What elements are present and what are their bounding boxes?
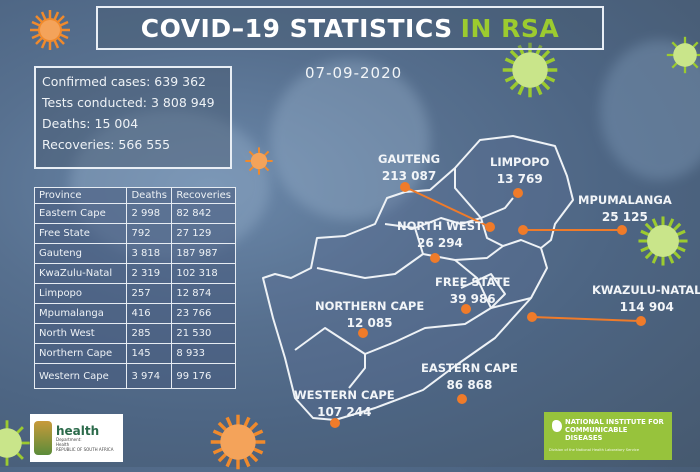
marker-gauteng-map [485,222,495,232]
nicd-logo: NATIONAL INSTITUTE FOR COMMUNICABLE DISE… [544,412,672,460]
title-accent: IN RSA [460,13,560,43]
deaths-cell: 257 [126,283,173,304]
deaths-cell: 3 974 [126,363,173,389]
title-main: COVID–19 STATISTICS [140,13,453,43]
orange-virus-icon [30,10,70,50]
recoveries-cell: 99 176 [171,363,236,389]
label-eastern-cape: EASTERN CAPE 86 868 [421,361,518,392]
label-northern-cape: NORTHERN CAPE 12 085 [315,299,425,330]
summary-panel: Confirmed cases: 639 362 Tests conducted… [34,66,232,169]
marker-mpumalanga-label [617,225,627,235]
marker-limpopo [513,188,523,198]
label-mpumalanga: MPUMALANGA 25 125 [578,193,672,224]
label-gauteng: GAUTENG 213 087 [378,152,441,183]
marker-northern-cape [358,328,368,338]
label-kwazulu-natal: KWAZULU-NATAL 114 904 [592,283,700,314]
report-date: 07-09-2020 [305,64,403,82]
orange-virus-icon [245,147,273,175]
green-virus-icon [638,216,688,266]
marker-western-cape [330,418,340,428]
table-row: KwaZulu-Natal 2 319 102 318 [33,263,236,284]
south-africa-map [262,135,574,421]
province-cell: Western Cape [33,363,128,389]
table-row: Western Cape 3 974 99 176 [33,363,236,389]
marker-north-west [430,253,440,263]
recoveries-total: Recoveries: 566 555 [42,137,171,152]
table-row: Free State 792 27 129 [33,223,236,244]
deaths-cell: 416 [126,303,173,324]
table-row: Eastern Cape 2 998 82 842 [33,203,236,224]
deaths-total: Deaths: 15 004 [42,116,139,131]
marker-eastern-cape [457,394,467,404]
health-department-logo: health Department: Health REPUBLIC OF SO… [30,414,123,462]
label-north-west: NORTH WEST 26 294 [397,219,483,250]
green-virus-icon [502,42,558,98]
table-row: North West 285 21 530 [33,323,236,344]
deaths-cell: 792 [126,223,173,244]
table-row: Mpumalanga 416 23 766 [33,303,236,324]
tests-conducted: Tests conducted: 3 808 949 [42,95,215,110]
green-virus-icon [666,36,700,74]
table-header-row: Province Deaths Recoveries [33,187,236,204]
marker-gauteng [400,182,410,192]
marker-kwazulu-natal [527,312,537,322]
page-title: COVID–19 STATISTICS IN RSA [96,6,604,50]
label-free-state: FREE STATE 39 986 [435,275,511,306]
confirmed-cases: Confirmed cases: 639 362 [42,74,206,89]
table-row: Gauteng 3 818 187 987 [33,243,236,264]
marker-kwazulu-natal-label [636,316,646,326]
marker-free-state [461,304,471,314]
orange-virus-icon [210,414,266,470]
label-western-cape: WESTERN CAPE 107 244 [294,388,395,419]
province-table: Province Deaths Recoveries Eastern Cape 2… [33,187,236,389]
africa-map-icon [552,420,562,432]
marker-mpumalanga [518,225,528,235]
green-virus-icon [0,420,30,466]
coat-of-arms-icon [34,421,52,455]
label-limpopo: LIMPOPO 13 769 [490,155,550,186]
